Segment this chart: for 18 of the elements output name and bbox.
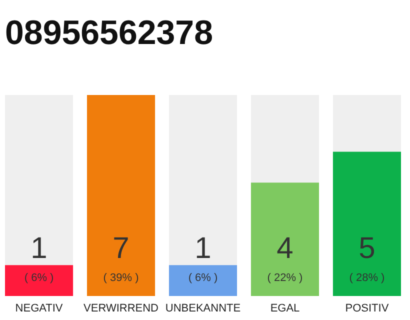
data-label: ( 39% ) [103, 272, 139, 284]
annotation: 1 [30, 232, 48, 265]
x-tick-label: VERWIRREND [84, 302, 159, 314]
x-tick-label: POSITIV [345, 302, 390, 314]
annotation: 7 [112, 232, 130, 265]
x-tick-label: NEGATIV [15, 302, 64, 314]
annotation: 4 [276, 232, 294, 265]
data-label: ( 28% ) [349, 272, 385, 284]
x-tick-label: EGAL [270, 302, 300, 314]
chart-title: 08956562378 [5, 14, 214, 52]
annotation: 5 [358, 232, 376, 265]
data-label: ( 22% ) [267, 272, 303, 284]
bar [168, 265, 238, 296]
annotation: 1 [194, 232, 212, 265]
bar [5, 265, 74, 296]
data-label: ( 6% ) [24, 272, 54, 284]
x-tick-label: UNBEKANNTE [165, 302, 241, 314]
data-label: ( 6% ) [188, 272, 218, 284]
